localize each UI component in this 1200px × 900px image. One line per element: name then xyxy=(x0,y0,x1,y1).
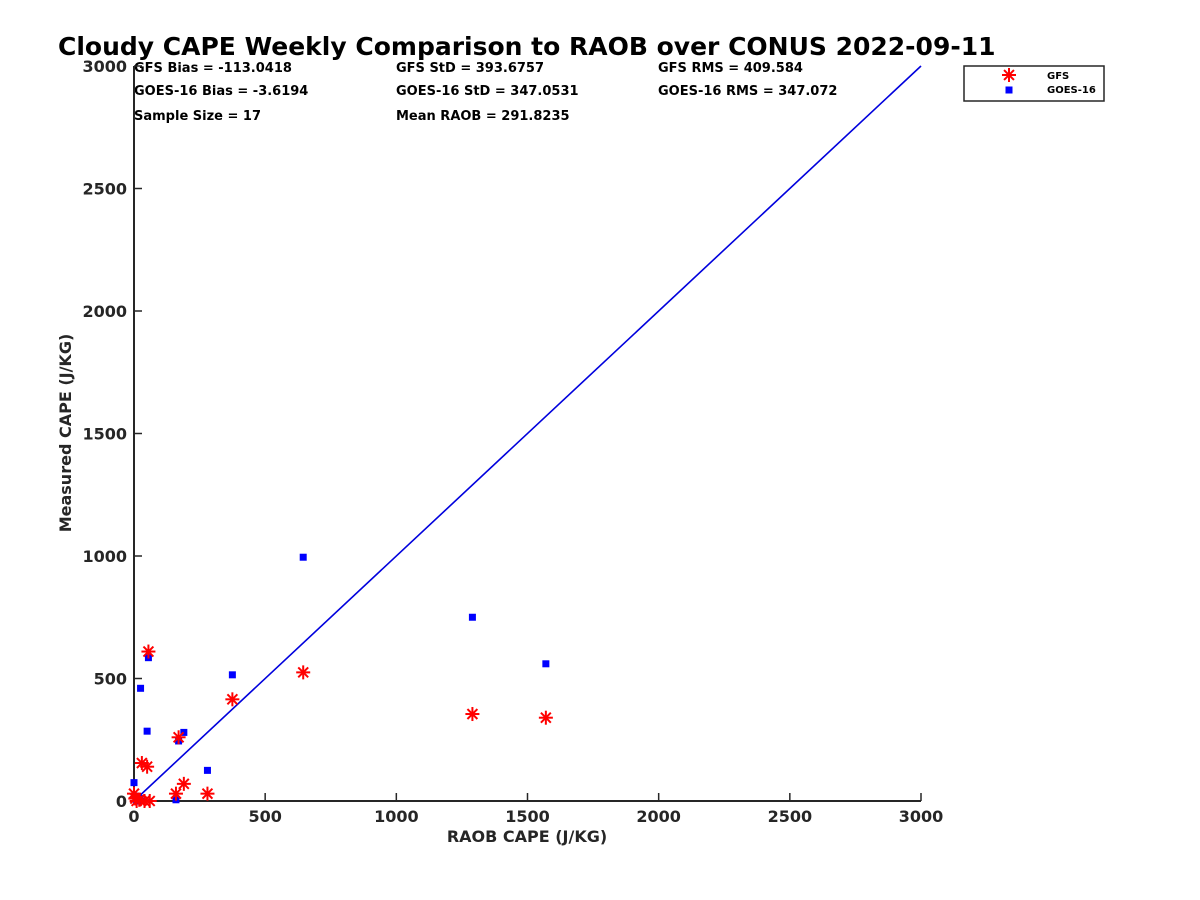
stat-mean-raob: Mean RAOB = 291.8235 xyxy=(396,109,570,124)
gfs-point xyxy=(168,786,183,801)
gfs-point xyxy=(200,786,215,801)
stat-gfs-std: GFS StD = 393.6757 xyxy=(396,61,544,76)
gfs-point xyxy=(225,692,240,707)
gfs-legend-asterisk xyxy=(1002,68,1016,82)
gfs-point xyxy=(465,707,480,722)
data-points xyxy=(127,553,553,808)
gfs-point xyxy=(538,710,553,725)
goes-16-point xyxy=(299,553,307,561)
gfs-point xyxy=(176,776,191,791)
y-tick-label: 0 xyxy=(116,792,127,811)
goes-16-point xyxy=(468,613,476,621)
goes-16-point xyxy=(143,727,151,735)
y-tick-label: 1500 xyxy=(82,425,127,444)
axis-ticks: 0 500 1000 1500 2000 2500 3000 0 500 1000 1500 2000… xyxy=(82,57,943,826)
y-tick-label: 3000 xyxy=(82,57,127,76)
goes-16-legend-square xyxy=(1005,86,1013,94)
legend-gfs-label: GFS xyxy=(1047,71,1069,82)
one-to-one-line xyxy=(133,65,922,802)
y-tick-label: 1000 xyxy=(82,547,127,566)
legend-box xyxy=(963,65,1105,102)
stat-sample-size: Sample Size = 17 xyxy=(134,109,261,124)
y-tick-label: 2000 xyxy=(82,302,127,321)
gfs-point xyxy=(140,759,155,774)
x-axis-label: RAOB CAPE (J/KG) xyxy=(447,827,607,846)
goes-16-point xyxy=(542,660,550,668)
gfs-point xyxy=(141,644,156,659)
x-tick-label: 1000 xyxy=(374,807,419,826)
legend-goes-label: GOES-16 xyxy=(1047,85,1096,96)
goes-16-point xyxy=(203,766,211,774)
x-tick-label: 1500 xyxy=(505,807,550,826)
x-tick-label: 2500 xyxy=(768,807,813,826)
goes-16-point xyxy=(137,684,145,692)
goes-16-point xyxy=(228,671,236,679)
goes-16-point xyxy=(130,779,138,787)
y-tick-label: 500 xyxy=(94,670,127,689)
x-tick-label: 500 xyxy=(248,807,281,826)
stat-goes-rms: GOES-16 RMS = 347.072 xyxy=(658,84,837,99)
stat-gfs-bias: GFS Bias = -113.0418 xyxy=(134,61,292,76)
gfs-point xyxy=(296,665,311,680)
y-axis-label: Measured CAPE (J/KG) xyxy=(56,334,75,533)
x-tick-label: 2000 xyxy=(636,807,681,826)
chart-title: Cloudy CAPE Weekly Comparison to RAOB ov… xyxy=(58,32,996,61)
legend-goes-marker xyxy=(1005,86,1013,94)
x-tick-label: 0 xyxy=(128,807,139,826)
stat-goes-bias: GOES-16 Bias = -3.6194 xyxy=(134,84,308,99)
gfs-point xyxy=(142,794,157,808)
goes-16-point xyxy=(180,728,188,736)
stat-goes-std: GOES-16 StD = 347.0531 xyxy=(396,84,579,99)
legend: GFS GOES-16 xyxy=(963,65,1105,102)
gfs-point xyxy=(171,730,186,745)
x-tick-label: 3000 xyxy=(899,807,944,826)
y-tick-label: 2500 xyxy=(82,180,127,199)
stat-gfs-rms: GFS RMS = 409.584 xyxy=(658,61,803,76)
legend-gfs-marker xyxy=(1002,68,1016,82)
